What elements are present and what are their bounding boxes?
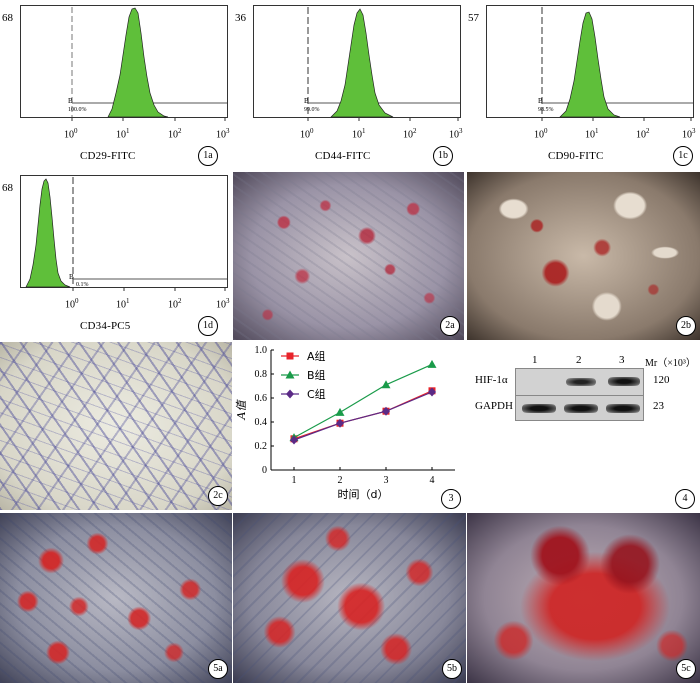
line-chart-panel: 0 0.2 0.4 0.6 0.8 1.0 1 2 3 4 时间（d） A值 A组 B组 C组 3 — [233, 342, 466, 510]
legend-label: A组 — [307, 349, 326, 363]
y-tick-label: 0 — [262, 465, 267, 476]
legend-label: C组 — [307, 387, 326, 401]
x-axis-label: 时间（d） — [338, 488, 389, 501]
data-point — [382, 406, 390, 416]
y-tick-label: 0.4 — [255, 417, 268, 428]
y-tick-label: 0.8 — [255, 369, 268, 380]
data-point — [336, 418, 344, 428]
micrograph-5c: 5c — [467, 513, 700, 683]
panel-badge: 2a — [440, 316, 460, 336]
histogram-plot: B 99.0% — [253, 5, 461, 121]
gate-percent: 99.0% — [304, 107, 320, 113]
panel-badge: 1a — [198, 146, 218, 166]
western-blot-panel: 1 2 3 Mr（×10³） HIF-1α 120 GAPDH 23 4 — [467, 342, 700, 510]
series-line — [293, 363, 433, 439]
data-point — [335, 407, 345, 416]
x-tick-label: 4 — [430, 475, 435, 486]
panel-badge: 5a — [208, 659, 228, 679]
flow-xlabel: CD29-FITC — [80, 150, 136, 162]
data-point — [381, 380, 391, 389]
gate-percent: 0.1% — [76, 282, 89, 288]
flow-xlabel: CD34-PC5 — [80, 320, 131, 332]
data-point — [428, 387, 436, 397]
series-line — [293, 391, 433, 441]
panel-badge: 2b — [676, 316, 696, 336]
flow-histogram: B 0.1% 100 101 102 103 — [20, 175, 230, 310]
micrograph-2c: 2c — [0, 342, 232, 510]
data-point — [427, 359, 437, 368]
flow-histogram: B 99.0% 100 101 102 103 — [253, 5, 463, 140]
data-point — [290, 435, 298, 445]
gate-percent: 98.5% — [538, 107, 554, 113]
flow-panel-1a: 68 B 100.0% 100 101 102 103 CD29-FITC 1a — [0, 0, 232, 170]
flow-xlabel: CD90-FITC — [548, 150, 604, 162]
blot-band — [566, 378, 596, 386]
histogram-plot: B 0.1% — [20, 175, 228, 291]
x-tick-label: 2 — [338, 475, 343, 486]
blot-band — [606, 404, 640, 413]
flow-ymax: 68 — [2, 182, 13, 194]
line-chart: 0 0.2 0.4 0.6 0.8 1.0 1 2 3 4 时间（d） A值 A组 B组 C组 — [235, 345, 455, 501]
protein-label: HIF-1α — [475, 374, 508, 386]
micrograph-5b: 5b — [233, 513, 466, 683]
flow-panel-1b: 36 B 99.0% 100 101 102 103 CD44-FITC 1b — [233, 0, 466, 170]
blot-band — [564, 404, 598, 413]
mr-value: 23 — [653, 400, 664, 412]
protein-label: GAPDH — [475, 400, 513, 412]
y-tick-label: 0.2 — [255, 441, 268, 452]
y-tick-label: 1.0 — [255, 345, 268, 356]
blot-band — [522, 404, 556, 413]
flow-xlabel: CD44-FITC — [315, 150, 371, 162]
y-axis-label: A值 — [235, 399, 248, 421]
histogram-plot: B 100.0% — [20, 5, 228, 121]
y-tick-label: 0.6 — [255, 393, 268, 404]
lane-label: 3 — [619, 354, 625, 366]
panel-badge: 1b — [433, 146, 453, 166]
panel-badge: 1d — [198, 316, 218, 336]
lane-label: 1 — [532, 354, 538, 366]
data-point — [286, 389, 294, 399]
lane-label: 2 — [576, 354, 582, 366]
micrograph-2b: 2b — [467, 172, 700, 340]
mr-label: Mr（×10³） — [645, 358, 696, 369]
svg-text:B: B — [69, 273, 74, 281]
flow-histogram: B 100.0% 100 101 102 103 — [20, 5, 230, 140]
panel-badge: 5b — [442, 659, 462, 679]
panel-badge: 3 — [441, 489, 461, 509]
flow-ymax: 57 — [468, 12, 479, 24]
mr-value: 120 — [653, 374, 670, 386]
x-tick-label: 1 — [292, 475, 297, 486]
histogram-plot: B 98.5% — [486, 5, 694, 121]
data-point — [285, 370, 295, 379]
micrograph-2a: 2a — [233, 172, 464, 340]
flow-ymax: 36 — [235, 12, 246, 24]
blot-band — [608, 377, 640, 386]
panel-badge: 5c — [676, 659, 696, 679]
micrograph-5a: 5a — [0, 513, 232, 683]
panel-badge: 4 — [675, 489, 695, 509]
flow-panel-1c: 57 B 98.5% 100 101 102 103 CD90-FITC 1c — [466, 0, 700, 170]
flow-panel-1d: 68 B 0.1% 100 101 102 103 CD34-PC5 1d — [0, 172, 232, 340]
svg-text:B: B — [68, 97, 73, 105]
x-tick-label: 3 — [384, 475, 389, 486]
svg-text:B: B — [304, 97, 309, 105]
flow-ymax: 68 — [2, 12, 13, 24]
svg-text:B: B — [538, 97, 543, 105]
blot-strip-hif1a — [515, 368, 644, 396]
panel-badge: 2c — [208, 486, 228, 506]
flow-histogram: B 98.5% 100 101 102 103 — [486, 5, 696, 140]
panel-badge: 1c — [673, 146, 693, 166]
blot-strip-gapdh — [515, 395, 644, 421]
legend-label: B组 — [307, 368, 326, 382]
data-point — [286, 352, 294, 360]
gate-percent: 100.0% — [68, 107, 87, 113]
